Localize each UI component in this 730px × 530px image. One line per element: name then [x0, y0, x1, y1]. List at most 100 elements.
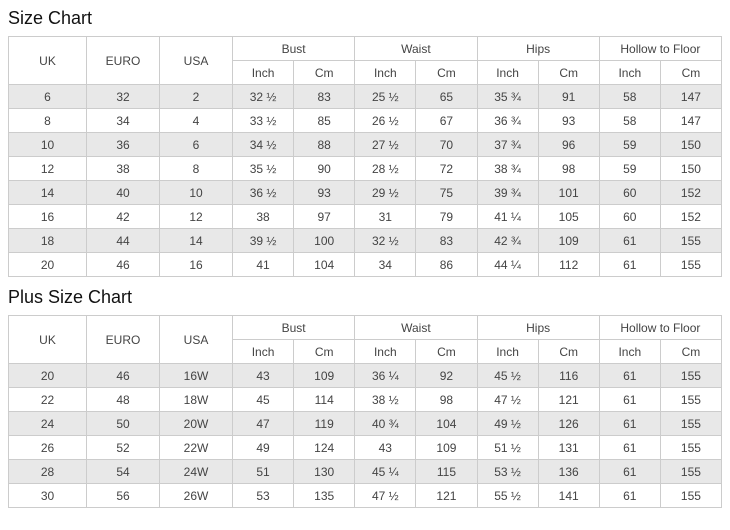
table-row: 8 34 4 33 ½ 85 26 ½ 67 36 ¾ 93 58 147 [8, 108, 723, 133]
table-cell: 147 [659, 84, 723, 109]
table-cell: 26W [159, 483, 233, 508]
table-cell: 155 [659, 435, 723, 460]
table-cell: 24W [159, 459, 233, 484]
table-cell: 155 [659, 228, 723, 253]
unit-header-hips-cm: Cm [537, 339, 600, 364]
table-cell: 155 [659, 459, 723, 484]
table-cell: 43 [231, 363, 295, 388]
table-cell: 121 [415, 483, 478, 508]
col-header-euro: EURO [86, 315, 160, 364]
table-cell: 20W [159, 411, 233, 436]
unit-header-bust-cm: Cm [293, 60, 356, 85]
table-cell: 22W [159, 435, 233, 460]
table-cell: 91 [537, 84, 600, 109]
table-cell: 93 [537, 108, 600, 133]
table-cell: 152 [659, 204, 723, 229]
table-cell: 96 [537, 132, 600, 157]
table-cell: 135 [293, 483, 356, 508]
table-cell: 18W [159, 387, 233, 412]
table-cell: 31 [354, 204, 417, 229]
table-cell: 105 [537, 204, 600, 229]
table-cell: 10 [8, 132, 87, 157]
group-header-bust: Bust [231, 315, 356, 340]
table-cell: 6 [8, 84, 87, 109]
plus-size-chart-section: Plus Size Chart UK EURO USA Bust Waist H… [8, 287, 723, 508]
table-cell: 101 [537, 180, 600, 205]
table-cell: 98 [415, 387, 478, 412]
table-row: 20 46 16W 43 109 36 ¼ 92 45 ½ 116 61 155 [8, 363, 723, 388]
table-cell: 83 [293, 84, 356, 109]
table-row: 10 36 6 34 ½ 88 27 ½ 70 37 ¾ 96 59 150 [8, 132, 723, 157]
table-cell: 114 [293, 387, 356, 412]
unit-header-hips-cm: Cm [537, 60, 600, 85]
table-cell: 61 [598, 483, 661, 508]
table-cell: 16 [8, 204, 87, 229]
table-cell: 43 [354, 435, 417, 460]
table-cell: 126 [537, 411, 600, 436]
col-header-euro: EURO [86, 36, 160, 85]
unit-header-bust-inch: Inch [231, 60, 295, 85]
table-cell: 26 [8, 435, 87, 460]
table-cell: 47 ½ [354, 483, 417, 508]
table-cell: 32 ½ [231, 84, 295, 109]
table-cell: 36 [86, 132, 160, 157]
table-cell: 59 [598, 132, 661, 157]
table-cell: 4 [159, 108, 233, 133]
table-cell: 61 [598, 363, 661, 388]
table-cell: 152 [659, 180, 723, 205]
table-cell: 44 [86, 228, 160, 253]
size-chart-section: Size Chart UK EURO USA Bust Waist Hips H… [8, 8, 723, 277]
table-cell: 45 ¼ [354, 459, 417, 484]
table-cell: 35 ¾ [476, 84, 539, 109]
table-cell: 61 [598, 459, 661, 484]
table-cell: 88 [293, 132, 356, 157]
table-cell: 38 ¾ [476, 156, 539, 181]
unit-header-bust-inch: Inch [231, 339, 295, 364]
table-row: 18 44 14 39 ½ 100 32 ½ 83 42 ¾ 109 61 155 [8, 228, 723, 253]
table-cell: 30 [8, 483, 87, 508]
table-cell: 8 [8, 108, 87, 133]
col-header-uk: UK [8, 36, 87, 85]
table-cell: 67 [415, 108, 478, 133]
unit-header-waist-inch: Inch [354, 339, 417, 364]
table-cell: 22 [8, 387, 87, 412]
table-cell: 28 ½ [354, 156, 417, 181]
table-cell: 155 [659, 483, 723, 508]
table-cell: 121 [537, 387, 600, 412]
table-cell: 141 [537, 483, 600, 508]
col-header-usa: USA [159, 36, 233, 85]
table-cell: 38 [86, 156, 160, 181]
table-cell: 131 [537, 435, 600, 460]
table-cell: 48 [86, 387, 160, 412]
group-header-row: UK EURO USA Bust Waist Hips Hollow to Fl… [8, 36, 723, 85]
table-cell: 42 [86, 204, 160, 229]
table-cell: 58 [598, 84, 661, 109]
table-cell: 24 [8, 411, 87, 436]
table-row: 16 42 12 38 97 31 79 41 ¼ 105 60 152 [8, 204, 723, 229]
unit-header-row: Inch Cm Inch Cm Inch Cm Inch Cm [9, 339, 723, 364]
size-chart-title: Size Chart [8, 8, 93, 28]
table-cell: 104 [415, 411, 478, 436]
table-cell: 61 [598, 252, 661, 277]
group-header-row: UK EURO USA Bust Waist Hips Hollow to Fl… [8, 315, 723, 364]
unit-header-hips-inch: Inch [476, 60, 539, 85]
table-cell: 20 [8, 363, 87, 388]
table-cell: 155 [659, 252, 723, 277]
table-cell: 34 [354, 252, 417, 277]
table-cell: 51 [231, 459, 295, 484]
group-header-bust: Bust [231, 36, 356, 61]
table-cell: 28 [8, 459, 87, 484]
col-header-usa: USA [159, 315, 233, 364]
table-cell: 14 [8, 180, 87, 205]
table-cell: 112 [537, 252, 600, 277]
table-cell: 65 [415, 84, 478, 109]
table-cell: 83 [415, 228, 478, 253]
table-cell: 56 [86, 483, 160, 508]
unit-header-hollow-cm: Cm [659, 60, 723, 85]
table-cell: 46 [86, 363, 160, 388]
table-cell: 36 ½ [231, 180, 295, 205]
table-cell: 35 ½ [231, 156, 295, 181]
table-cell: 34 ½ [231, 132, 295, 157]
table-cell: 116 [537, 363, 600, 388]
size-chart-table: UK EURO USA Bust Waist Hips Hollow to Fl… [8, 36, 723, 277]
